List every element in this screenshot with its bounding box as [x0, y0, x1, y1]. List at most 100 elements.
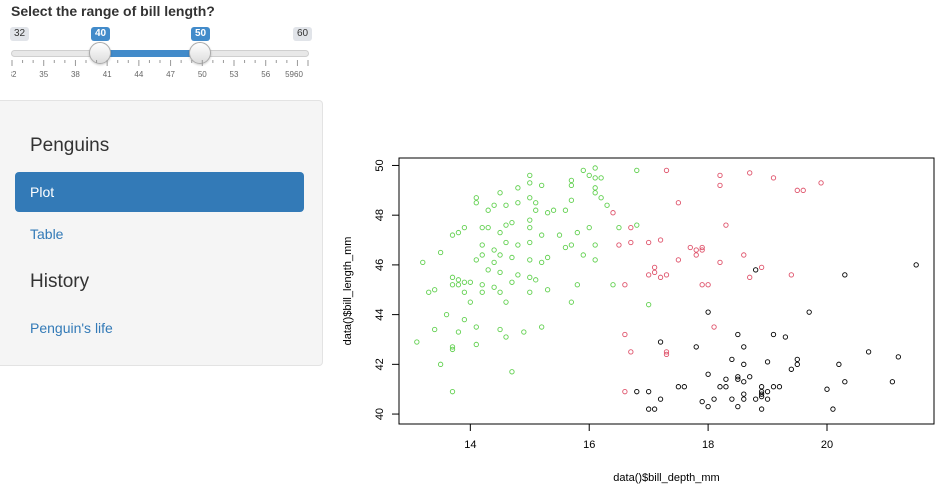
data-point	[747, 274, 753, 280]
data-point	[646, 239, 652, 246]
data-point	[539, 324, 545, 330]
slider-selected-range[interactable]	[100, 50, 200, 57]
slider-tick-label: 32	[11, 70, 17, 79]
data-point	[729, 356, 735, 363]
data-point	[479, 224, 485, 231]
data-point	[657, 237, 664, 243]
data-point	[503, 299, 509, 305]
data-point	[717, 259, 723, 266]
data-point	[592, 175, 598, 181]
data-point	[770, 331, 777, 338]
side-panel	[0, 100, 323, 366]
data-point	[758, 394, 765, 400]
data-point	[586, 172, 592, 179]
data-point	[663, 272, 670, 278]
data-point	[562, 207, 569, 213]
data-point	[509, 254, 515, 261]
data-point	[764, 396, 771, 402]
data-point	[515, 185, 521, 191]
data-point	[711, 396, 717, 402]
data-point	[705, 403, 711, 410]
data-point	[467, 299, 473, 305]
data-point	[770, 384, 777, 390]
data-point	[705, 282, 711, 288]
data-point	[539, 232, 545, 238]
x-tick-label: 20	[821, 439, 833, 451]
data-point	[800, 187, 806, 193]
data-point	[509, 369, 515, 375]
data-point	[544, 254, 551, 261]
data-point	[598, 175, 604, 181]
data-point	[758, 389, 765, 395]
data-point	[693, 344, 699, 350]
data-point	[818, 180, 824, 186]
data-point	[479, 282, 485, 288]
data-point	[491, 284, 497, 290]
data-point	[806, 309, 812, 315]
data-point	[842, 379, 848, 385]
slider-tick-label: 53	[230, 70, 239, 79]
data-point	[634, 167, 640, 174]
slider-from-handle[interactable]	[89, 42, 111, 64]
data-point	[628, 349, 634, 355]
data-point	[842, 272, 848, 278]
data-point	[455, 229, 462, 236]
data-point	[717, 384, 723, 390]
data-point	[586, 224, 592, 231]
data-point	[485, 207, 491, 213]
data-point	[741, 391, 747, 397]
y-axis-label: data()$bill_length_mm	[342, 237, 354, 346]
data-point	[764, 389, 771, 395]
data-point	[675, 257, 682, 263]
data-point	[491, 247, 497, 253]
nav-item-plot-label: Plot	[30, 184, 55, 200]
data-point	[485, 224, 491, 231]
data-point	[473, 257, 479, 263]
data-point	[794, 361, 800, 367]
data-point	[592, 165, 598, 171]
data-point	[747, 170, 753, 176]
data-point	[622, 389, 628, 395]
y-tick-label: 44	[374, 308, 386, 320]
data-point	[598, 195, 604, 201]
data-point	[491, 202, 497, 208]
data-point	[503, 222, 509, 228]
data-point	[527, 195, 533, 201]
data-point	[610, 210, 616, 216]
data-point	[729, 396, 735, 402]
x-axis-label: data()$bill_depth_mm	[613, 472, 719, 484]
data-point	[479, 242, 485, 248]
data-point	[717, 182, 723, 188]
data-point	[455, 329, 462, 335]
data-point	[515, 200, 521, 206]
data-point	[533, 277, 539, 283]
data-point	[758, 406, 765, 412]
data-point	[497, 252, 503, 258]
data-point	[646, 302, 652, 308]
nav-item-plot[interactable]: Plot	[15, 172, 304, 212]
data-point	[634, 389, 640, 395]
data-point	[509, 219, 515, 226]
slider-to-handle[interactable]	[189, 42, 211, 64]
data-point	[889, 379, 896, 385]
data-point	[705, 371, 711, 377]
data-point	[539, 182, 545, 188]
data-point	[527, 289, 533, 295]
slider-tick-label: 38	[71, 70, 80, 79]
data-point	[449, 232, 456, 238]
data-point	[449, 344, 456, 350]
data-point	[616, 242, 622, 248]
data-point	[497, 229, 503, 236]
data-point	[592, 185, 598, 191]
nav-item-penguins-life[interactable]: Penguin's life	[30, 320, 113, 336]
data-point	[646, 272, 652, 278]
nav-header-history: History	[30, 271, 90, 292]
data-point	[461, 316, 468, 323]
data-point	[432, 326, 438, 333]
data-point	[741, 361, 747, 367]
data-point	[770, 175, 777, 181]
data-point	[836, 361, 842, 367]
data-point	[657, 339, 664, 345]
nav-item-table[interactable]: Table	[30, 226, 64, 242]
data-point	[592, 242, 598, 248]
